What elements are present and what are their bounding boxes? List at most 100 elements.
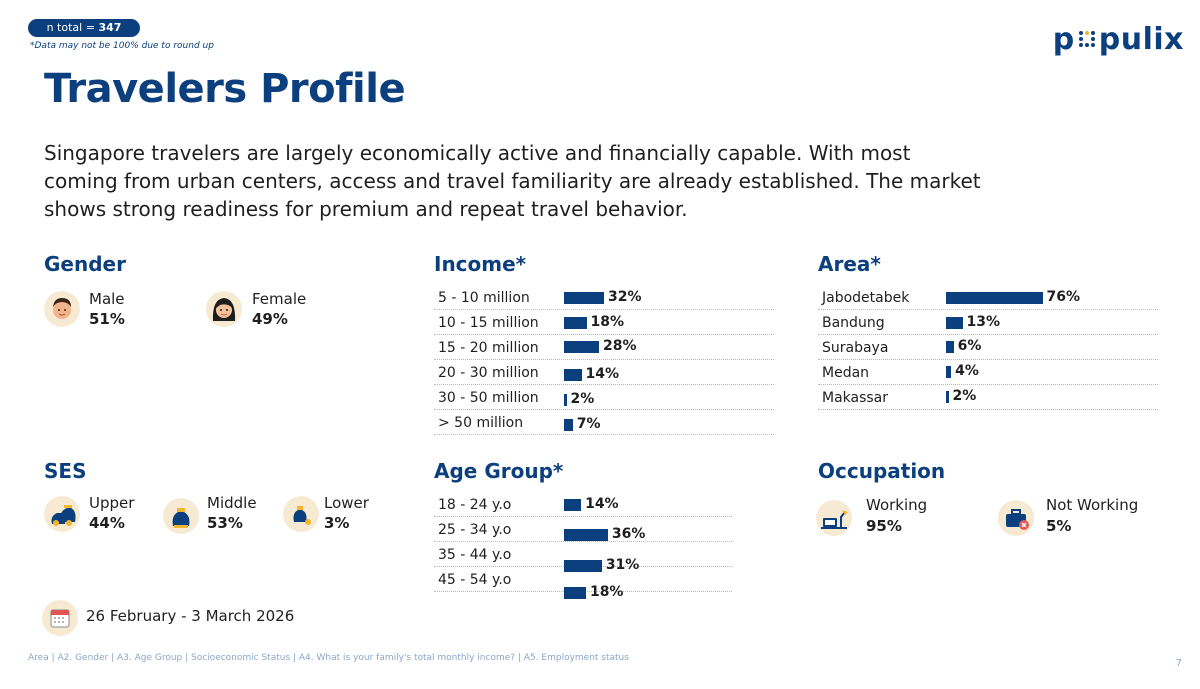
gender-female-label: Female: [252, 290, 307, 308]
female-avatar-icon: [206, 291, 242, 327]
bar-value-label: 2%: [570, 391, 595, 407]
occupation-not-working-value: 5%: [1046, 517, 1072, 535]
bar: [564, 529, 608, 541]
bar: [564, 419, 573, 431]
bar: [564, 369, 582, 381]
male-avatar-icon: [44, 291, 80, 327]
bar: [564, 394, 567, 406]
logo-text-right: pulix: [1098, 21, 1184, 57]
bar-value-label: 6%: [957, 338, 982, 354]
desk-lamp-icon: [816, 500, 852, 536]
bar-row: [818, 286, 1158, 310]
money-bags-icon: [44, 496, 80, 532]
bar: [946, 366, 952, 378]
bar-category-label: 10 - 15 million: [438, 315, 539, 331]
bar-row: [434, 336, 774, 360]
page-title: Travelers Profile: [44, 66, 406, 112]
ses-middle-value: 53%: [207, 514, 243, 532]
area-section-title: Area*: [818, 252, 881, 276]
page-number: 7: [1175, 658, 1182, 669]
income-section-title: Income*: [434, 252, 527, 276]
bar-row: [818, 336, 1158, 360]
ses-upper-label: Upper: [89, 494, 135, 512]
page-description: Singapore travelers are largely economic…: [44, 141, 981, 221]
bar-value-label: 2%: [952, 388, 977, 404]
gender-male-label: Male: [89, 290, 125, 308]
bar-value-label: 4%: [955, 363, 979, 379]
n-total-label: n total =: [46, 21, 99, 34]
logo-text-left: p: [1052, 21, 1075, 57]
income-bar-chart: 5 - 10 million 32% 10 - 15 million 18% 15 - …: [434, 286, 774, 441]
populix-logo: p pulix: [1052, 21, 1184, 57]
ses-lower-value: 3%: [324, 514, 350, 532]
briefcase-x-icon: [998, 500, 1034, 536]
bar: [564, 587, 586, 599]
bar-category-label: 5 - 10 million: [438, 290, 530, 306]
bar: [946, 317, 963, 329]
bar-category-label: > 50 million: [438, 415, 524, 431]
money-bag-icon: [163, 498, 199, 534]
logo-dots-icon: [1078, 30, 1096, 48]
bar-category-label: 35 - 44 y.o: [438, 547, 512, 563]
bar-row: [434, 286, 774, 310]
bar-category-label: 20 - 30 million: [438, 365, 539, 381]
occupation-working-value: 95%: [866, 517, 902, 535]
bar-row: [818, 311, 1158, 335]
occupation-section-title: Occupation: [818, 459, 946, 483]
ses-middle-label: Middle: [207, 494, 257, 512]
bar-row: [434, 493, 732, 517]
n-total-value: 347: [98, 21, 122, 34]
bar-value-label: 7%: [576, 416, 601, 432]
date-range: 26 February - 3 March 2026: [86, 607, 295, 625]
bar-value-label: 31%: [605, 557, 640, 573]
bar-value-label: 14%: [585, 496, 619, 512]
bar-row: [818, 386, 1158, 410]
bar: [946, 391, 949, 403]
bar-row: [434, 311, 774, 335]
source-footnote: Area | A2. Gender | A3. Age Group | Soci…: [28, 653, 629, 663]
age-group-section-title: Age Group*: [434, 459, 564, 483]
bar: [946, 341, 954, 353]
bar-category-label: Jabodetabek: [822, 290, 910, 306]
bar-row: [434, 518, 732, 542]
occupation-not-working-label: Not Working: [1046, 496, 1139, 514]
bar-category-label: 30 - 50 million: [438, 390, 539, 406]
bar: [564, 341, 599, 353]
occupation-working-label: Working: [866, 496, 928, 514]
ses-lower-label: Lower: [324, 494, 369, 512]
bar-category-label: 25 - 34 y.o: [438, 522, 512, 538]
bar-row: [434, 386, 774, 410]
bar-value-label: 18%: [589, 584, 624, 600]
area-bar-chart: Jabodetabek 76% Bandung 13% Surabaya 6% Medan 4…: [818, 286, 1158, 416]
bar-value-label: 28%: [603, 338, 637, 354]
rounding-note: *Data may not be 100% due to round up: [30, 41, 214, 51]
age-group-bar-chart: 18 - 24 y.o 14% 25 - 34 y.o 36% 35 - 44 y.o 3…: [434, 493, 734, 600]
bar-category-label: 15 - 20 million: [438, 340, 539, 356]
n-total-badge: n total = 347: [28, 19, 140, 37]
bar-category-label: 45 - 54 y.o: [438, 572, 512, 588]
bar-row: [434, 361, 774, 385]
bar-category-label: Makassar: [822, 390, 889, 406]
bar-row: [818, 361, 1158, 385]
bar: [564, 317, 587, 329]
bar-category-label: Bandung: [822, 315, 885, 331]
bar-value-label: 18%: [590, 314, 625, 330]
bar-value-label: 76%: [1046, 289, 1081, 305]
bar-category-label: Medan: [822, 365, 870, 381]
bar-value-label: 13%: [966, 314, 1001, 330]
ses-section-title: SES: [44, 459, 87, 483]
bar-value-label: 36%: [611, 526, 646, 542]
gender-section-title: Gender: [44, 252, 126, 276]
bar-category-label: 18 - 24 y.o: [438, 497, 512, 513]
gender-female-value: 49%: [252, 310, 288, 328]
bar-category-label: Surabaya: [822, 340, 889, 356]
bar-value-label: 32%: [608, 289, 642, 305]
bar: [564, 499, 582, 511]
bar-value-label: 14%: [585, 366, 620, 382]
bar: [564, 292, 604, 304]
calendar-icon: [42, 600, 78, 636]
small-money-bag-icon: [283, 496, 319, 532]
gender-male-value: 51%: [89, 310, 125, 328]
bar-row: [434, 411, 774, 435]
ses-upper-value: 44%: [89, 514, 125, 532]
